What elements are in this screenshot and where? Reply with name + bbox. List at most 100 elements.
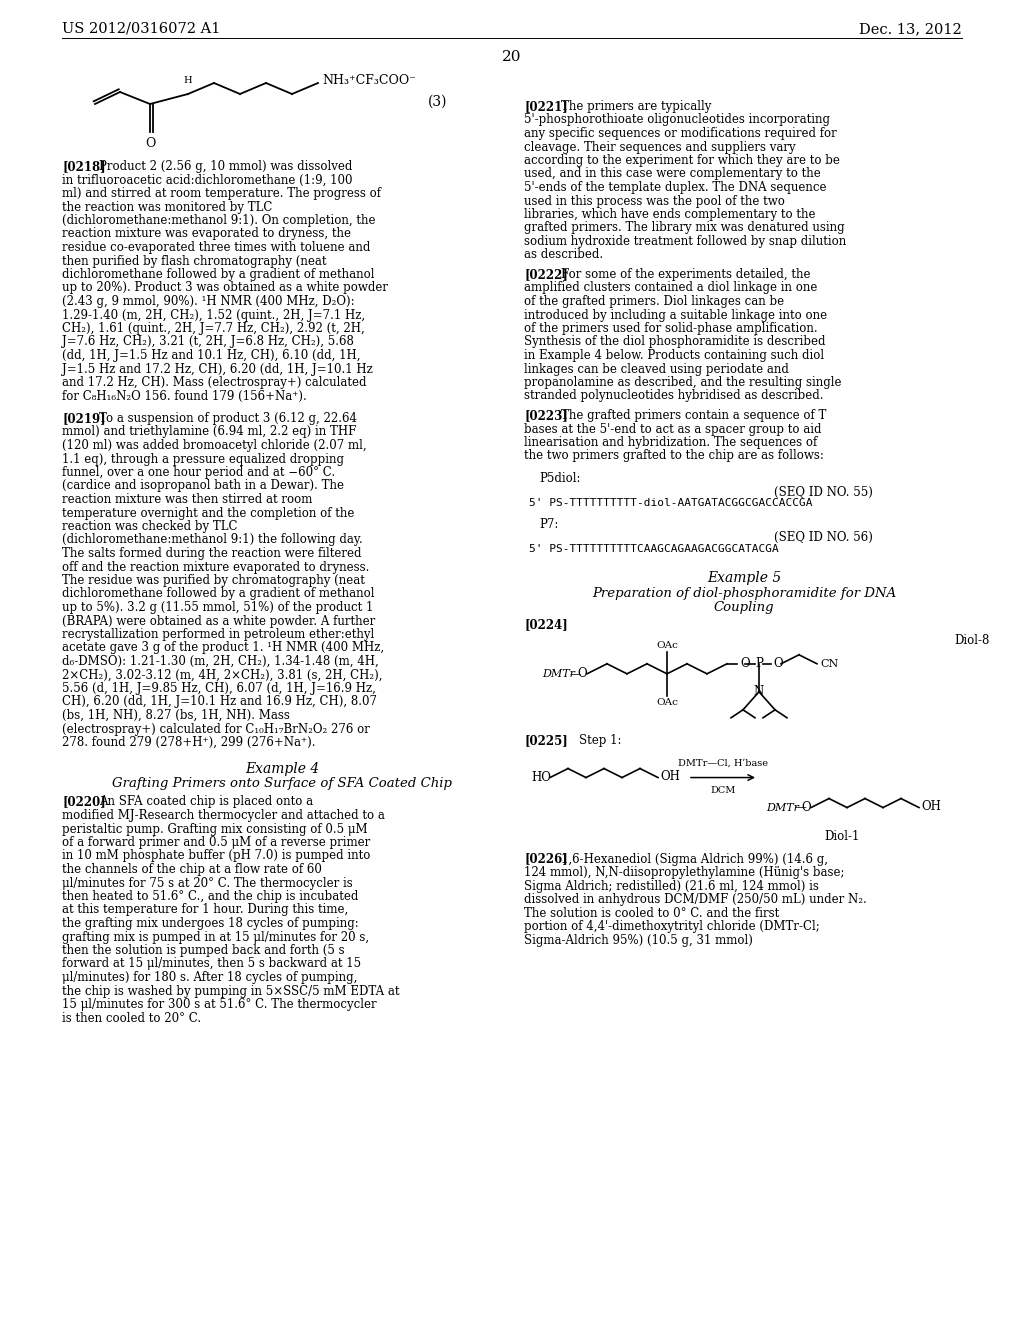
Text: acetate gave 3 g of the product 1. ¹H NMR (400 MHz,: acetate gave 3 g of the product 1. ¹H NM… xyxy=(62,642,384,655)
Text: O: O xyxy=(801,801,811,814)
Text: Diol-1: Diol-1 xyxy=(824,829,860,842)
Text: 5' PS-TTTTTTTTTTCAAGCAGAAGACGGCATACGA: 5' PS-TTTTTTTTTTCAAGCAGAAGACGGCATACGA xyxy=(529,544,778,553)
Text: the reaction was monitored by TLC: the reaction was monitored by TLC xyxy=(62,201,272,214)
Text: NH₃⁺CF₃COO⁻: NH₃⁺CF₃COO⁻ xyxy=(322,74,416,87)
Text: An SFA coated chip is placed onto a: An SFA coated chip is placed onto a xyxy=(98,796,312,808)
Text: the two primers grafted to the chip are as follows:: the two primers grafted to the chip are … xyxy=(524,450,824,462)
Text: The salts formed during the reaction were filtered: The salts formed during the reaction wer… xyxy=(62,546,361,560)
Text: (3): (3) xyxy=(428,95,447,110)
Text: DMTr—Cl, Hʹbase: DMTr—Cl, Hʹbase xyxy=(678,759,768,767)
Text: (BRAPA) were obtained as a white powder. A further: (BRAPA) were obtained as a white powder.… xyxy=(62,615,375,627)
Text: up to 5%). 3.2 g (11.55 mmol, 51%) of the product 1: up to 5%). 3.2 g (11.55 mmol, 51%) of th… xyxy=(62,601,374,614)
Text: —: — xyxy=(794,801,806,814)
Text: then heated to 51.6° C., and the chip is incubated: then heated to 51.6° C., and the chip is… xyxy=(62,890,358,903)
Text: 124 mmol), N,N-diisopropylethylamine (Hünig's base;: 124 mmol), N,N-diisopropylethylamine (Hü… xyxy=(524,866,845,879)
Text: linearisation and hybridization. The sequences of: linearisation and hybridization. The seq… xyxy=(524,436,817,449)
Text: The residue was purified by chromatography (neat: The residue was purified by chromatograp… xyxy=(62,574,365,587)
Text: d₆-DMSO): 1.21-1.30 (m, 2H, CH₂), 1.34-1.48 (m, 4H,: d₆-DMSO): 1.21-1.30 (m, 2H, CH₂), 1.34-1… xyxy=(62,655,379,668)
Text: Coupling: Coupling xyxy=(714,601,774,614)
Text: 2×CH₂), 3.02-3.12 (m, 4H, 2×CH₂), 3.81 (s, 2H, CH₂),: 2×CH₂), 3.02-3.12 (m, 4H, 2×CH₂), 3.81 (… xyxy=(62,668,383,681)
Text: CN: CN xyxy=(820,659,839,669)
Text: portion of 4,4'-dimethoxytrityl chloride (DMTr-Cl;: portion of 4,4'-dimethoxytrityl chloride… xyxy=(524,920,820,933)
Text: HO: HO xyxy=(531,771,551,784)
Text: at this temperature for 1 hour. During this time,: at this temperature for 1 hour. During t… xyxy=(62,903,348,916)
Text: then purified by flash chromatography (neat: then purified by flash chromatography (n… xyxy=(62,255,327,268)
Text: O: O xyxy=(144,137,156,150)
Text: ml) and stirred at room temperature. The progress of: ml) and stirred at room temperature. The… xyxy=(62,187,381,201)
Text: 5' PS-TTTTTTTTTT-diol-AATGATACGGCGACCACCGA: 5' PS-TTTTTTTTTT-diol-AATGATACGGCGACCACC… xyxy=(529,498,812,508)
Text: the grafting mix undergoes 18 cycles of pumping:: the grafting mix undergoes 18 cycles of … xyxy=(62,917,358,931)
Text: libraries, which have ends complementary to the: libraries, which have ends complementary… xyxy=(524,209,815,220)
Text: in trifluoroacetic acid:dichloromethane (1:9, 100: in trifluoroacetic acid:dichloromethane … xyxy=(62,173,352,186)
Text: stranded polynucleotides hybridised as described.: stranded polynucleotides hybridised as d… xyxy=(524,389,823,403)
Text: [0224]: [0224] xyxy=(524,619,567,631)
Text: of the primers used for solid-phase amplification.: of the primers used for solid-phase ampl… xyxy=(524,322,817,335)
Text: (cardice and isopropanol bath in a Dewar). The: (cardice and isopropanol bath in a Dewar… xyxy=(62,479,344,492)
Text: The grafted primers contain a sequence of T: The grafted primers contain a sequence o… xyxy=(560,409,826,422)
Text: (2.43 g, 9 mmol, 90%). ¹H NMR (400 MHz, D₂O):: (2.43 g, 9 mmol, 90%). ¹H NMR (400 MHz, … xyxy=(62,294,354,308)
Text: 5'-ends of the template duplex. The DNA sequence: 5'-ends of the template duplex. The DNA … xyxy=(524,181,826,194)
Text: DMTr: DMTr xyxy=(766,803,799,813)
Text: the channels of the chip at a flow rate of 60: the channels of the chip at a flow rate … xyxy=(62,863,322,876)
Text: 1.1 eq), through a pressure equalized dropping: 1.1 eq), through a pressure equalized dr… xyxy=(62,453,344,466)
Text: The primers are typically: The primers are typically xyxy=(560,100,711,114)
Text: then the solution is pumped back and forth (5 s: then the solution is pumped back and for… xyxy=(62,944,345,957)
Text: forward at 15 μl/minutes, then 5 s backward at 15: forward at 15 μl/minutes, then 5 s backw… xyxy=(62,957,361,970)
Text: dichloromethane followed by a gradient of methanol: dichloromethane followed by a gradient o… xyxy=(62,587,375,601)
Text: (120 ml) was added bromoacetyl chloride (2.07 ml,: (120 ml) was added bromoacetyl chloride … xyxy=(62,440,367,451)
Text: temperature overnight and the completion of the: temperature overnight and the completion… xyxy=(62,507,354,520)
Text: off and the reaction mixture evaporated to dryness.: off and the reaction mixture evaporated … xyxy=(62,561,370,573)
Text: OH: OH xyxy=(921,800,941,813)
Text: Sigma-Aldrich 95%) (10.5 g, 31 mmol): Sigma-Aldrich 95%) (10.5 g, 31 mmol) xyxy=(524,933,753,946)
Text: —: — xyxy=(570,669,582,678)
Text: reaction mixture was evaporated to dryness, the: reaction mixture was evaporated to dryne… xyxy=(62,227,351,240)
Text: [0226]: [0226] xyxy=(524,853,567,866)
Text: (SEQ ID NO. 55): (SEQ ID NO. 55) xyxy=(774,486,872,499)
Text: To a suspension of product 3 (6.12 g, 22.64: To a suspension of product 3 (6.12 g, 22… xyxy=(98,412,356,425)
Text: 5.56 (d, 1H, J=9.85 Hz, CH), 6.07 (d, 1H, J=16.9 Hz,: 5.56 (d, 1H, J=9.85 Hz, CH), 6.07 (d, 1H… xyxy=(62,682,376,696)
Text: in 10 mM phosphate buffer (pH 7.0) is pumped into: in 10 mM phosphate buffer (pH 7.0) is pu… xyxy=(62,850,371,862)
Text: used in this process was the pool of the two: used in this process was the pool of the… xyxy=(524,194,784,207)
Text: Step 1:: Step 1: xyxy=(579,734,622,747)
Text: J=7.6 Hz, CH₂), 3.21 (t, 2H, J=6.8 Hz, CH₂), 5.68: J=7.6 Hz, CH₂), 3.21 (t, 2H, J=6.8 Hz, C… xyxy=(62,335,354,348)
Text: μl/minutes) for 180 s. After 18 cycles of pumping,: μl/minutes) for 180 s. After 18 cycles o… xyxy=(62,972,357,983)
Text: Dec. 13, 2012: Dec. 13, 2012 xyxy=(859,22,962,36)
Text: OH: OH xyxy=(660,770,680,783)
Text: 278. found 279 (278+H⁺), 299 (276+Na⁺).: 278. found 279 (278+H⁺), 299 (276+Na⁺). xyxy=(62,737,315,748)
Text: used, and in this case were complementary to the: used, and in this case were complementar… xyxy=(524,168,821,181)
Text: P: P xyxy=(755,657,763,671)
Text: residue co-evaporated three times with toluene and: residue co-evaporated three times with t… xyxy=(62,242,371,253)
Text: grafting mix is pumped in at 15 μl/minutes for 20 s,: grafting mix is pumped in at 15 μl/minut… xyxy=(62,931,369,944)
Text: sodium hydroxide treatment followed by snap dilution: sodium hydroxide treatment followed by s… xyxy=(524,235,846,248)
Text: mmol) and triethylamine (6.94 ml, 2.2 eq) in THF: mmol) and triethylamine (6.94 ml, 2.2 eq… xyxy=(62,425,356,438)
Text: US 2012/0316072 A1: US 2012/0316072 A1 xyxy=(62,22,220,36)
Text: (bs, 1H, NH), 8.27 (bs, 1H, NH). Mass: (bs, 1H, NH), 8.27 (bs, 1H, NH). Mass xyxy=(62,709,290,722)
Text: [0225]: [0225] xyxy=(524,734,567,747)
Text: Preparation of diol-phosphoramidite for DNA: Preparation of diol-phosphoramidite for … xyxy=(592,586,896,599)
Text: linkages can be cleaved using periodate and: linkages can be cleaved using periodate … xyxy=(524,363,788,375)
Text: introduced by including a suitable linkage into one: introduced by including a suitable linka… xyxy=(524,309,827,322)
Text: H: H xyxy=(183,77,193,84)
Text: [0219]: [0219] xyxy=(62,412,105,425)
Text: CH₂), 1.61 (quint., 2H, J=7.7 Hz, CH₂), 2.92 (t, 2H,: CH₂), 1.61 (quint., 2H, J=7.7 Hz, CH₂), … xyxy=(62,322,365,335)
Text: modified MJ-Research thermocycler and attached to a: modified MJ-Research thermocycler and at… xyxy=(62,809,385,822)
Text: recrystallization performed in petroleum ether:ethyl: recrystallization performed in petroleum… xyxy=(62,628,374,642)
Text: CH), 6.20 (dd, 1H, J=10.1 Hz and 16.9 Hz, CH), 8.07: CH), 6.20 (dd, 1H, J=10.1 Hz and 16.9 Hz… xyxy=(62,696,377,709)
Text: is then cooled to 20° C.: is then cooled to 20° C. xyxy=(62,1011,201,1024)
Text: of the grafted primers. Diol linkages can be: of the grafted primers. Diol linkages ca… xyxy=(524,294,784,308)
Text: cleavage. Their sequences and suppliers vary: cleavage. Their sequences and suppliers … xyxy=(524,140,796,153)
Text: Example 5: Example 5 xyxy=(707,570,781,585)
Text: reaction was checked by TLC: reaction was checked by TLC xyxy=(62,520,238,533)
Text: [0218]: [0218] xyxy=(62,160,105,173)
Text: of a forward primer and 0.5 μM of a reverse primer: of a forward primer and 0.5 μM of a reve… xyxy=(62,836,371,849)
Text: O: O xyxy=(773,657,782,671)
Text: J=1.5 Hz and 17.2 Hz, CH), 6.20 (dd, 1H, J=10.1 Hz: J=1.5 Hz and 17.2 Hz, CH), 6.20 (dd, 1H,… xyxy=(62,363,373,375)
Text: peristaltic pump. Grafting mix consisting of 0.5 μM: peristaltic pump. Grafting mix consistin… xyxy=(62,822,368,836)
Text: Sigma Aldrich; redistilled) (21.6 ml, 124 mmol) is: Sigma Aldrich; redistilled) (21.6 ml, 12… xyxy=(524,879,819,892)
Text: 15 μl/minutes for 300 s at 51.6° C. The thermocycler: 15 μl/minutes for 300 s at 51.6° C. The … xyxy=(62,998,377,1011)
Text: Example 4: Example 4 xyxy=(245,762,319,776)
Text: Diol-8: Diol-8 xyxy=(954,634,989,647)
Text: funnel, over a one hour period and at −60° C.: funnel, over a one hour period and at −6… xyxy=(62,466,335,479)
Text: [0221]: [0221] xyxy=(524,100,567,114)
Text: 20: 20 xyxy=(502,50,522,63)
